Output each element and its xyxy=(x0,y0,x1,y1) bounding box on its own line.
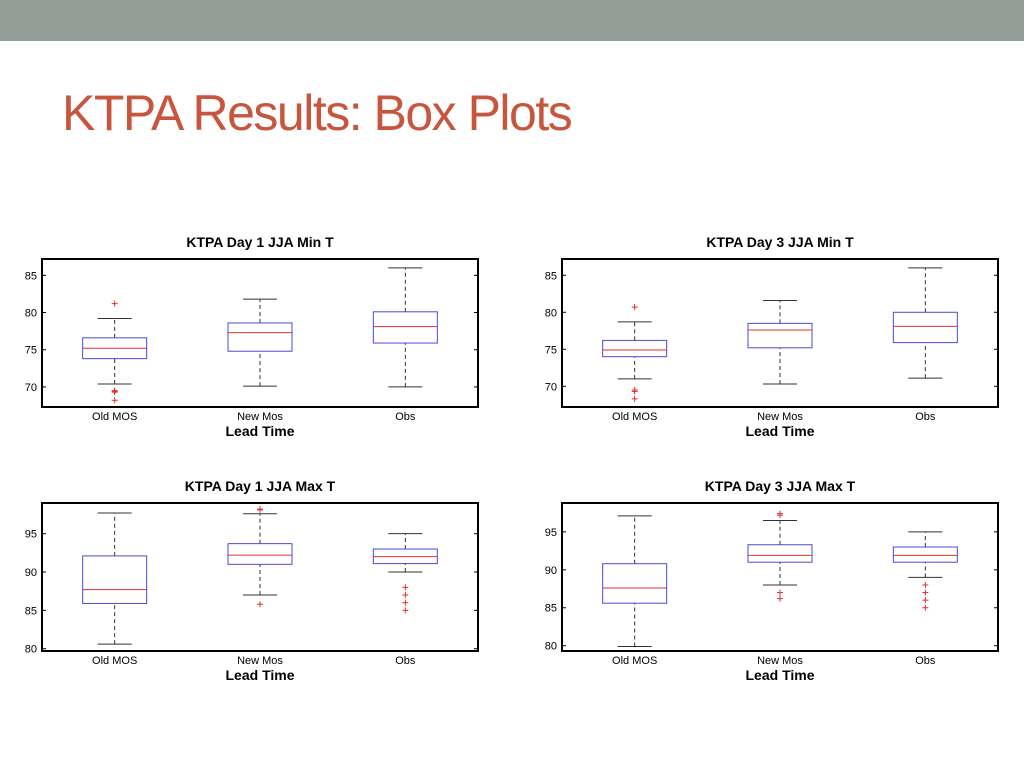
category-label: New Mos xyxy=(237,411,283,423)
outlier-point xyxy=(111,397,118,404)
outlier-point xyxy=(777,595,783,602)
x-axis-label: Lead Time xyxy=(226,667,295,683)
plot-frame xyxy=(561,258,999,408)
category-label: Old MOS xyxy=(612,655,657,667)
y-tick-label: 75 xyxy=(25,345,37,357)
y-tick-label: 80 xyxy=(545,641,557,653)
y-tick-label: 85 xyxy=(545,270,557,282)
category-label: Obs xyxy=(915,655,936,667)
category-label: Obs xyxy=(395,411,416,423)
slide-title: KTPA Results: Box Plots xyxy=(62,85,573,141)
chart-title: KTPA Day 1 JJA Max T xyxy=(185,478,336,494)
outlier-point xyxy=(777,512,783,519)
outlier-point xyxy=(631,304,638,311)
boxplot-day3-min: KTPA Day 3 JJA Min T 70 75 80 85 Old MOS New M… xyxy=(545,234,999,439)
box-iqr xyxy=(747,544,813,563)
y-tick-label: 85 xyxy=(545,603,557,615)
plot-frame xyxy=(41,502,479,652)
y-tick-label: 80 xyxy=(25,308,37,320)
outlier-point xyxy=(631,395,638,402)
outlier-point xyxy=(922,597,929,604)
chart-title: KTPA Day 1 JJA Min T xyxy=(186,234,334,250)
category-label: Old MOS xyxy=(612,411,657,423)
y-tick-label: 95 xyxy=(545,527,557,539)
outlier-point xyxy=(922,604,929,611)
outlier-point xyxy=(922,581,929,588)
chart-title: KTPA Day 3 JJA Min T xyxy=(706,234,854,250)
y-tick-label: 80 xyxy=(545,307,557,319)
y-tick-label: 75 xyxy=(545,344,557,356)
y-tick-label: 80 xyxy=(25,644,37,656)
outlier-point xyxy=(111,389,118,396)
y-tick-label: 85 xyxy=(25,270,37,282)
boxplot-day1-min: KTPA Day 1 JJA Min T 70 75 80 85 Old MOS New M… xyxy=(25,234,479,439)
y-tick-label: 70 xyxy=(545,381,557,393)
boxplot-day3-max: KTPA Day 3 JJA Max T 80 85 90 95 Old MOS New M… xyxy=(545,478,999,683)
outlier-point xyxy=(257,601,263,608)
category-label: New Mos xyxy=(757,411,803,423)
category-label: Old MOS xyxy=(92,655,137,667)
x-axis-label: Lead Time xyxy=(746,667,815,683)
outlier-point xyxy=(631,388,638,395)
y-tick-label: 70 xyxy=(25,382,37,394)
category-label: Obs xyxy=(395,655,416,667)
category-label: Obs xyxy=(915,411,936,423)
outlier-point xyxy=(922,589,929,596)
outlier-point xyxy=(402,592,409,599)
plot-frame xyxy=(41,258,479,408)
y-tick-label: 85 xyxy=(25,605,37,617)
box-iqr xyxy=(892,546,958,563)
outlier-point xyxy=(402,607,409,614)
x-axis-label: Lead Time xyxy=(746,423,815,439)
category-label: Old MOS xyxy=(92,411,137,423)
y-tick-label: 90 xyxy=(545,565,557,577)
box-iqr xyxy=(372,311,438,344)
outlier-point xyxy=(257,506,263,513)
category-label: New Mos xyxy=(237,655,283,667)
outlier-point xyxy=(402,584,409,591)
outlier-point xyxy=(111,300,118,307)
outlier-point xyxy=(402,599,409,606)
plot-frame xyxy=(561,502,999,652)
box-iqr xyxy=(747,322,813,349)
top-color-band xyxy=(0,0,1024,41)
box-iqr xyxy=(227,543,293,565)
chart-title: KTPA Day 3 JJA Max T xyxy=(705,478,856,494)
x-axis-label: Lead Time xyxy=(226,423,295,439)
boxplot-day1-max: KTPA Day 1 JJA Max T 80 85 90 95 Old MOS New M… xyxy=(25,478,479,683)
box-iqr xyxy=(602,563,668,604)
box-iqr xyxy=(602,339,668,358)
y-tick-label: 90 xyxy=(25,567,37,579)
category-label: New Mos xyxy=(757,655,803,667)
box-iqr xyxy=(82,555,148,604)
box-iqr xyxy=(892,311,958,344)
box-iqr xyxy=(227,322,293,352)
outlier-point xyxy=(777,589,783,596)
y-tick-label: 95 xyxy=(25,529,37,541)
